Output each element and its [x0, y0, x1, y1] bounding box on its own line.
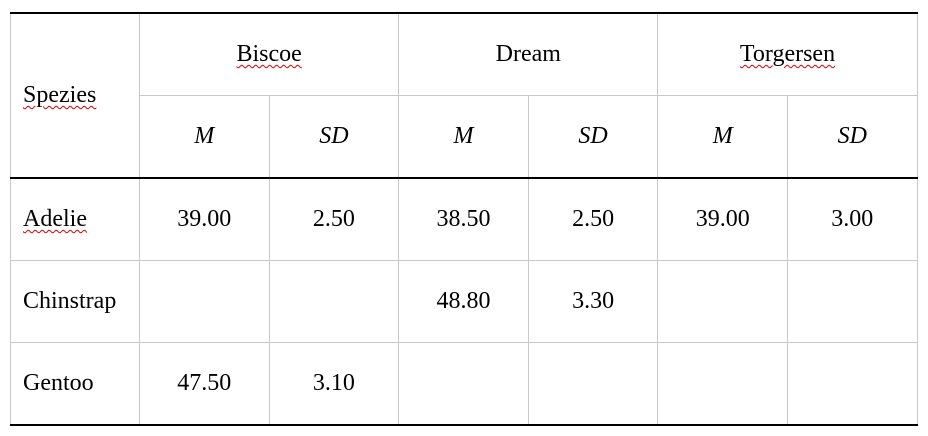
- species-cell: Adelie: [10, 177, 140, 261]
- species-header: Spezies: [23, 82, 97, 108]
- group-header-torgersen: Torgersen: [739, 41, 836, 67]
- table-row: Chinstrap 48.80 3.30: [10, 260, 918, 343]
- penguin-stats-table: Spezies Biscoe Dream Torgersen M SD M SD…: [10, 12, 918, 426]
- data-cell: 2.50: [527, 177, 659, 261]
- data-cell: [787, 342, 918, 426]
- data-cell: [398, 342, 529, 426]
- sub-header-mean: M: [398, 95, 529, 179]
- table-row: Adelie 39.00 2.50 38.50 2.50 39.00 3.00: [10, 177, 918, 261]
- species-cell: Chinstrap: [10, 260, 140, 343]
- group-header-cell: Biscoe: [138, 12, 400, 96]
- sub-header-sd: SD: [527, 95, 659, 179]
- data-cell: 2.50: [268, 177, 400, 261]
- data-cell: 38.50: [398, 177, 529, 261]
- species-name: Adelie: [23, 206, 87, 232]
- sub-header-mean: M: [139, 95, 270, 179]
- sub-header-sd: SD: [787, 95, 918, 179]
- group-header-cell: Torgersen: [657, 12, 918, 96]
- data-cell: 3.30: [527, 260, 659, 343]
- data-cell: [139, 260, 270, 343]
- data-cell: [268, 260, 400, 343]
- data-cell: 39.00: [657, 177, 788, 261]
- species-cell: Gentoo: [10, 342, 140, 426]
- sub-header-sd: SD: [268, 95, 400, 179]
- data-cell: 3.10: [268, 342, 400, 426]
- header-row-groups: Spezies Biscoe Dream Torgersen: [10, 12, 918, 179]
- data-cell: [787, 260, 918, 343]
- species-header-cell: Spezies: [10, 12, 140, 179]
- group-header-dream: Dream: [495, 41, 561, 67]
- header-row-stats: M SD M SD M SD: [11, 95, 918, 179]
- data-cell: [527, 342, 659, 426]
- table-row: Gentoo 47.50 3.10: [10, 342, 918, 426]
- data-cell: [657, 260, 788, 343]
- species-name: Chinstrap: [23, 288, 117, 314]
- species-name: Gentoo: [23, 370, 94, 396]
- data-cell: 48.80: [398, 260, 529, 343]
- sub-header-mean: M: [657, 95, 788, 179]
- group-header-cell: Dream: [398, 12, 659, 96]
- data-cell: [657, 342, 788, 426]
- data-cell: 39.00: [139, 177, 270, 261]
- group-header-biscoe: Biscoe: [236, 41, 302, 67]
- data-cell: 47.50: [139, 342, 270, 426]
- data-cell: 3.00: [787, 177, 918, 261]
